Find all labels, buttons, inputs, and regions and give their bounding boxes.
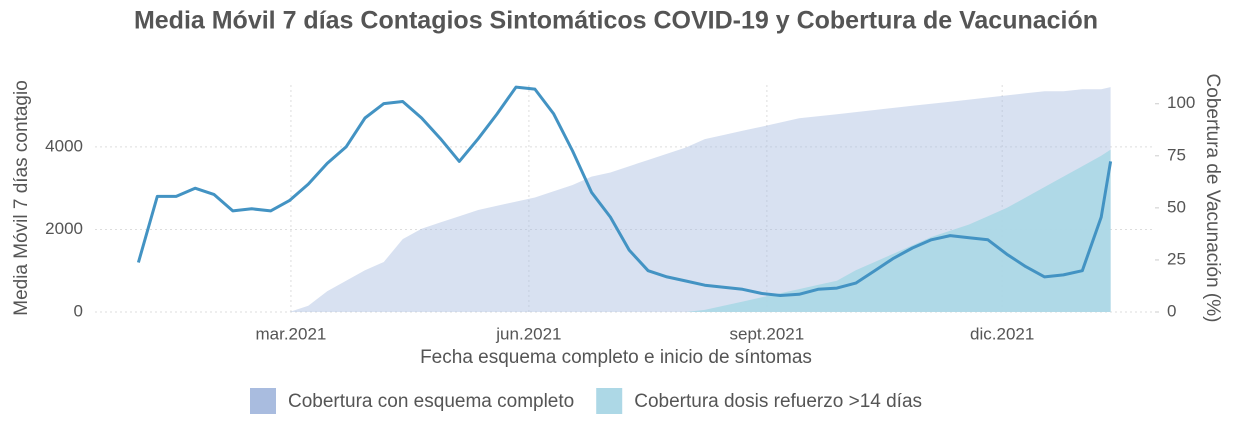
legend-swatch [250,388,276,414]
y2-tick-label: 25 [1167,249,1186,268]
y2-axis-label: Cobertura de Vacunación (%) [1202,74,1223,323]
area [138,87,1111,312]
chart-title: Media Móvil 7 días Contagios Sintomático… [134,7,1098,35]
x-tick-label: dic.2021 [970,324,1034,343]
x-tick-label: mar.2021 [256,324,327,343]
legend-swatch [596,388,623,414]
x-axis-label: Fecha esquema completo e inicio de sínto… [420,347,812,368]
legend-label: Cobertura con esquema completo [288,391,574,412]
y-tick-label: 0 [74,301,83,320]
y2-tick-label: 50 [1167,197,1186,216]
area [138,149,1111,312]
legend-label: Cobertura dosis refuerzo >14 días [634,391,922,412]
y2-tick-label: 75 [1167,145,1186,164]
line [136,85,1113,297]
x-tick-label: sept.2021 [730,324,805,343]
x-tick-label: jun.2021 [495,324,561,343]
y2-tick-label: 100 [1167,93,1195,112]
y-axis-label: Media Móvil 7 días contagio [11,80,32,316]
y-tick-label: 4000 [45,136,83,155]
y-tick-label: 2000 [45,219,83,238]
y2-tick-label: 0 [1167,301,1176,320]
